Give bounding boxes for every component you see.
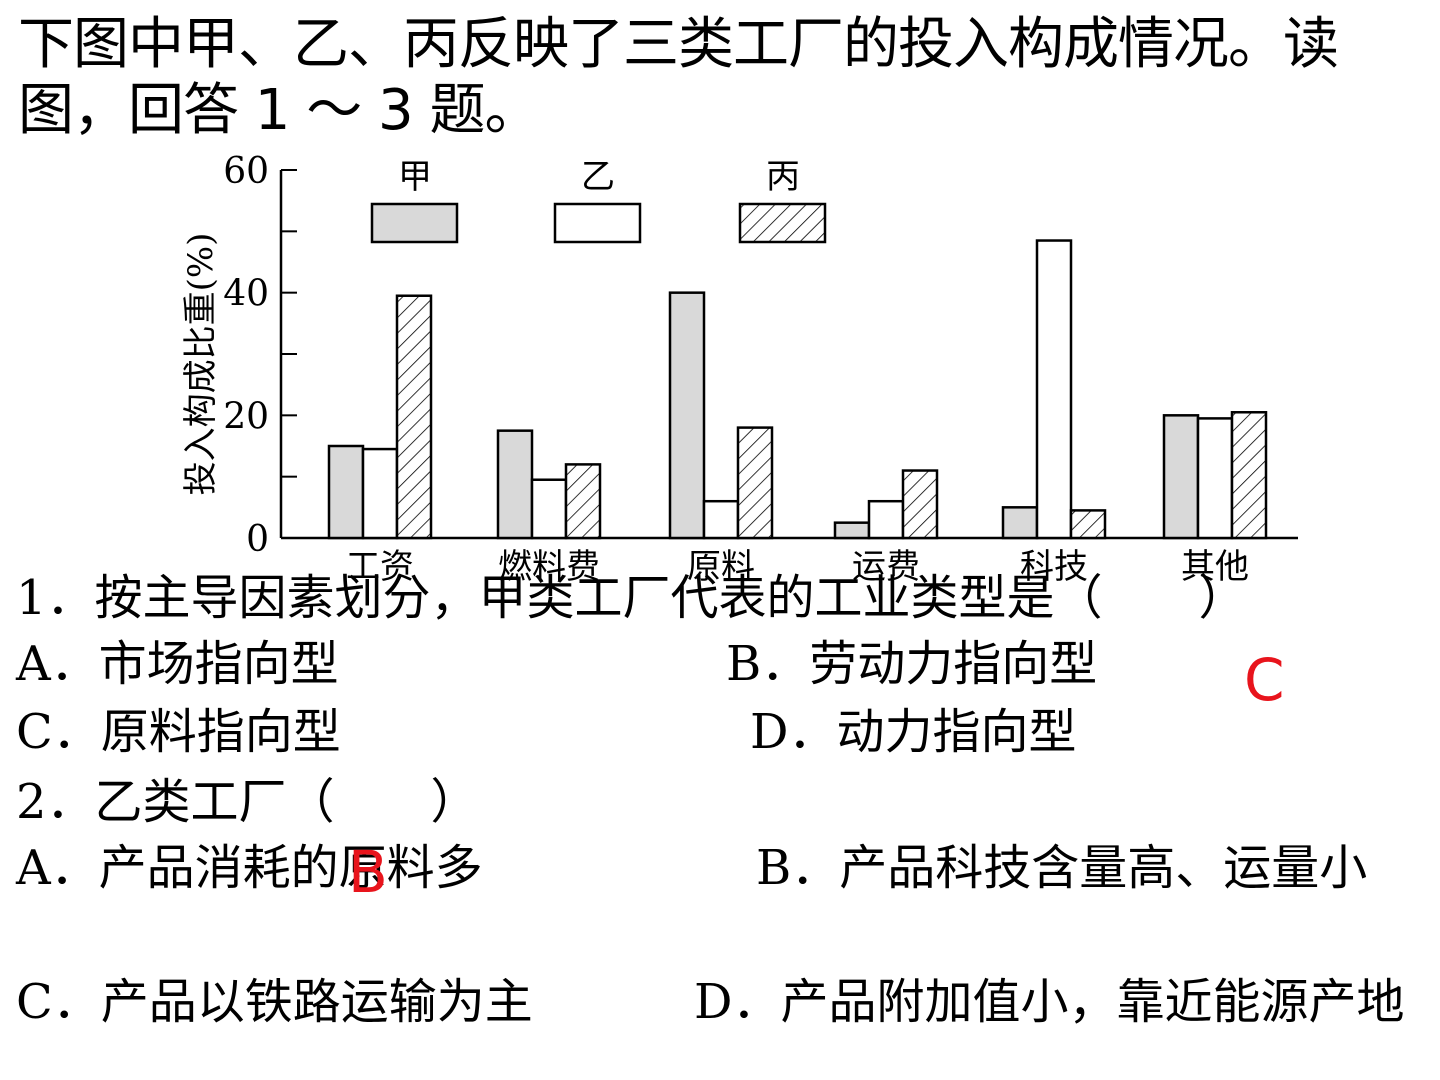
q1-option-a: A．市场指向型 [16, 636, 339, 692]
bar-甲-其他 [1162, 414, 1200, 540]
x-tick-label: 科技 [1020, 547, 1088, 587]
q1-answer: C [1244, 646, 1285, 714]
legend-label: 丙 [766, 157, 800, 197]
q1-option-b: B．劳动力指向型 [726, 636, 1098, 692]
question-intro: 下图中甲、乙、丙反映了三类工厂的投入构成情况。读图，回答 1 ～ 3 题。 [18, 12, 1339, 143]
x-tick-label: 燃料费 [498, 547, 600, 587]
legend-label: 甲 [398, 157, 432, 197]
q1-option-d: D．动力指向型 [750, 704, 1077, 760]
bar-甲-燃料费 [496, 429, 534, 540]
bar-乙-科技 [1035, 239, 1073, 540]
q1-stem: 1．按主导因素划分，甲类工厂代表的工业类型是（ ） [16, 570, 1247, 626]
y-tick-label: 60 [223, 151, 269, 192]
y-tick-label: 20 [223, 396, 269, 437]
x-tick-label: 工资 [346, 547, 414, 587]
q2-option-a: A．产品消耗的原料多 [16, 840, 483, 896]
bar-甲-运费 [833, 521, 871, 540]
bar-乙-燃料费 [530, 478, 568, 540]
legend-swatch [370, 202, 459, 244]
bar-chart: 0 20 40 60 投入构成比重(%) 工资 燃料费 原料 运费 科技 其他 甲 乙 丙 [181, 151, 1298, 587]
bar-丙-运费 [901, 469, 939, 540]
legend-swatch [553, 202, 642, 244]
legend-swatch [738, 202, 827, 244]
q2-option-d: D．产品附加值小，靠近能源产地 [694, 974, 1405, 1030]
bar-丙-工资 [395, 294, 433, 540]
legend-label: 乙 [581, 157, 615, 197]
bar-乙-其他 [1196, 417, 1234, 540]
bar-乙-运费 [867, 499, 905, 540]
q2-option-b: B．产品科技含量高、运量小 [756, 840, 1368, 896]
bar-乙-工资 [361, 447, 399, 540]
bar-丙-其他 [1230, 411, 1268, 540]
bar-乙-原料 [702, 499, 740, 540]
bar-甲-工资 [327, 444, 365, 540]
bar-丙-科技 [1069, 509, 1107, 540]
x-tick-label: 其他 [1181, 547, 1249, 587]
y-axis-label: 投入构成比重(%) [181, 233, 221, 496]
q2-option-c: C．产品以铁路运输为主 [16, 974, 533, 1030]
x-tick-label: 运费 [852, 547, 920, 587]
bar-丙-原料 [736, 426, 774, 540]
q2-stem: 2．乙类工厂（ ） [16, 774, 479, 830]
q1-option-c: C．原料指向型 [16, 704, 341, 760]
bar-丙-燃料费 [564, 463, 602, 540]
bar-甲-原料 [668, 291, 706, 540]
bar-甲-科技 [1001, 506, 1039, 540]
y-tick-label: 0 [246, 519, 269, 560]
y-tick-label: 40 [223, 274, 269, 315]
x-tick-label: 原料 [687, 547, 755, 587]
q2-answer: B [348, 838, 388, 906]
